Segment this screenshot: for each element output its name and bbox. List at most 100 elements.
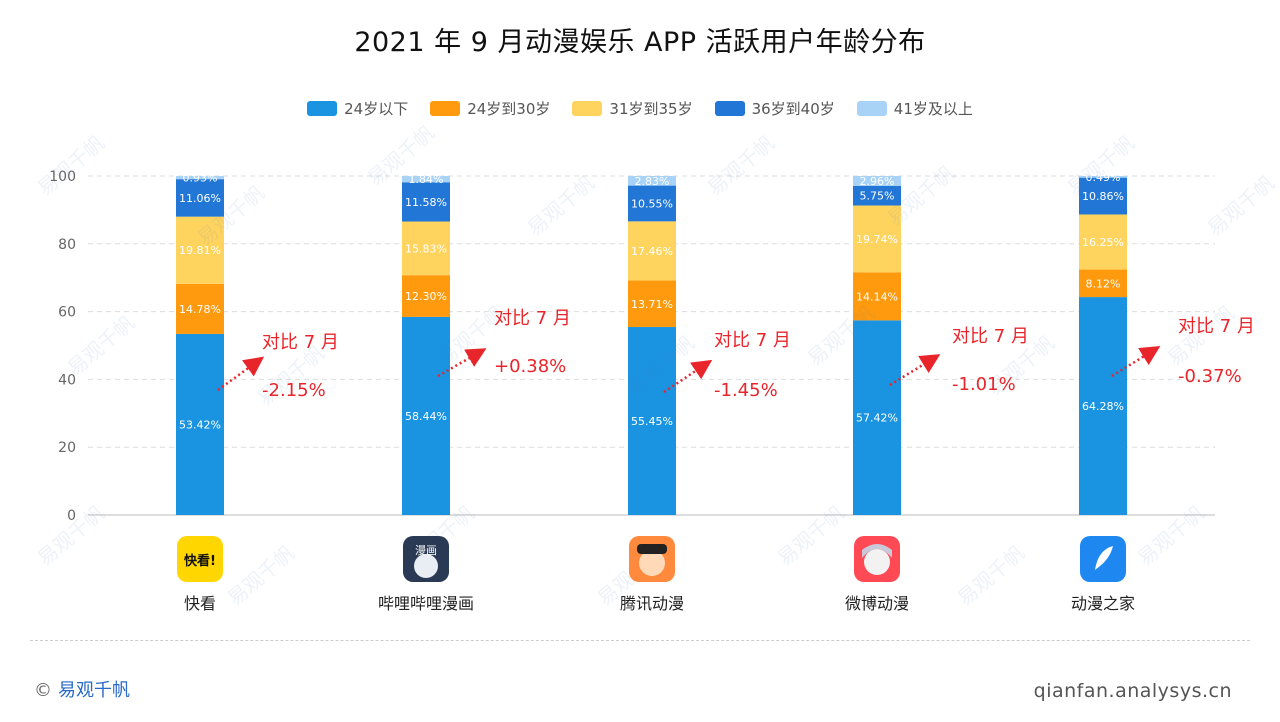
data-label: 11.06%: [179, 192, 221, 205]
data-label: 19.81%: [179, 244, 221, 257]
bar-segment: [176, 216, 224, 284]
trend-arrow: [217, 356, 265, 392]
chart-title: 2021 年 9 月动漫娱乐 APP 活跃用户年龄分布: [354, 27, 926, 58]
bar-segment: [402, 176, 450, 183]
data-label: 55.45%: [631, 415, 673, 428]
legend-swatch: [714, 101, 745, 116]
tencent-comics-icon: [629, 536, 675, 582]
bar-segment: [402, 275, 450, 317]
bar-segment: [176, 333, 224, 515]
bar-segment: [1079, 269, 1127, 298]
legend-label: 31岁到35岁: [609, 100, 693, 118]
comparison-label: 对比 7 月: [494, 308, 571, 329]
footer-divider: [30, 640, 1250, 641]
comparison-label: 对比 7 月: [262, 332, 339, 353]
comparison-label: 对比 7 月: [952, 326, 1029, 347]
bilibili-comics-icon: 漫画: [403, 536, 449, 582]
y-tick-label: 80: [58, 237, 76, 253]
kuaikan-icon: 快看!: [177, 536, 223, 582]
comparison-value: -1.45%: [714, 380, 778, 401]
bar-segment: [1079, 297, 1127, 515]
comparison-value: +0.38%: [494, 356, 567, 377]
app-name-label: 微博动漫: [844, 594, 909, 613]
data-label: 57.42%: [856, 412, 898, 425]
y-tick-label: 100: [49, 169, 76, 185]
legend-item[interactable]: 31岁到35岁: [572, 98, 693, 119]
app-name-label: 哔哩哔哩漫画: [377, 594, 474, 613]
data-label: 8.12%: [1086, 277, 1121, 290]
data-label: 10.55%: [631, 197, 673, 210]
data-label: 14.14%: [856, 290, 898, 303]
legend-label: 24岁到30岁: [467, 100, 551, 118]
data-label: 64.28%: [1082, 400, 1124, 413]
trend-arrow: [1111, 346, 1161, 378]
legend-swatch: [856, 101, 887, 116]
bar-segment: [402, 182, 450, 222]
y-tick-label: 20: [58, 440, 76, 456]
bar-segment: [402, 221, 450, 276]
bar-segment: [853, 175, 901, 187]
bar-segment: [1079, 176, 1127, 178]
legend-label: 24岁以下: [344, 100, 409, 118]
bar-segment: [176, 176, 224, 180]
y-tick-label: 60: [58, 305, 76, 321]
legend-item[interactable]: 24岁以下: [307, 98, 408, 119]
y-tick-label: 0: [67, 508, 76, 524]
legend-label: 36岁到40岁: [751, 100, 835, 118]
bar-segment: [628, 280, 676, 328]
legend-item[interactable]: 36岁到40岁: [714, 98, 835, 119]
data-label: 0.49%: [1086, 171, 1121, 184]
bar-segment: [628, 185, 676, 222]
app-name-label: 动漫之家: [1070, 594, 1135, 613]
data-label: 16.25%: [1082, 236, 1124, 249]
svg-text:漫画: 漫画: [415, 543, 437, 557]
bar-segment: [853, 205, 901, 273]
app-name-label: 快看: [183, 594, 216, 613]
bar-segment: [1079, 177, 1127, 215]
bar-segment: [1079, 214, 1127, 270]
legend-item[interactable]: 41岁及以上: [856, 98, 973, 119]
footer-brand-name: 易观千帆: [58, 680, 130, 701]
bar-segment: [853, 272, 901, 321]
bar-segment: [628, 327, 676, 515]
legend-label: 41岁及以上: [893, 100, 973, 118]
bar-segment: [402, 316, 450, 515]
bar-segment: [628, 221, 676, 281]
footer-url: qianfan.analysys.cn: [1033, 680, 1232, 702]
legend-swatch: [307, 101, 338, 116]
bar-segment: [176, 283, 224, 334]
bar-segment: [628, 176, 676, 186]
bar-segment: [853, 186, 901, 206]
trend-arrow: [437, 348, 487, 378]
data-label: 19.74%: [856, 233, 898, 246]
weibo-comics-icon: [854, 536, 900, 582]
data-label: 1.84%: [409, 173, 444, 186]
comparison-label: 对比 7 月: [1178, 316, 1255, 337]
dmzj-icon: [1080, 536, 1126, 582]
y-tick-label: 40: [58, 372, 76, 388]
comparison-value: -0.37%: [1178, 366, 1242, 387]
svg-text:快看!: 快看!: [184, 553, 216, 569]
footer-brand: © 易观千帆: [34, 676, 130, 702]
app-name-label: 腾讯动漫: [619, 594, 684, 613]
trend-arrow: [663, 359, 713, 394]
data-label: 0.93%: [183, 172, 218, 185]
comparison-value: -1.01%: [952, 374, 1016, 395]
trend-arrow: [889, 354, 941, 387]
data-label: 17.46%: [631, 245, 673, 258]
legend-item[interactable]: 24岁到30岁: [430, 98, 550, 119]
comparison-label: 对比 7 月: [714, 330, 791, 351]
data-label: 13.71%: [631, 298, 673, 311]
legend-swatch: [430, 101, 461, 116]
data-label: 5.75%: [860, 190, 895, 203]
chart-legend: 24岁以下 24岁到30岁 31岁到35岁 36岁到40岁 41岁及以上: [0, 98, 1280, 119]
data-label: 2.96%: [860, 175, 895, 188]
legend-swatch: [572, 101, 603, 116]
data-label: 10.86%: [1082, 190, 1124, 203]
data-label: 12.30%: [405, 290, 447, 303]
data-label: 15.83%: [405, 242, 447, 255]
copyright-symbol: ©: [34, 680, 52, 701]
data-label: 11.58%: [405, 196, 447, 209]
bar-segment: [853, 320, 901, 515]
